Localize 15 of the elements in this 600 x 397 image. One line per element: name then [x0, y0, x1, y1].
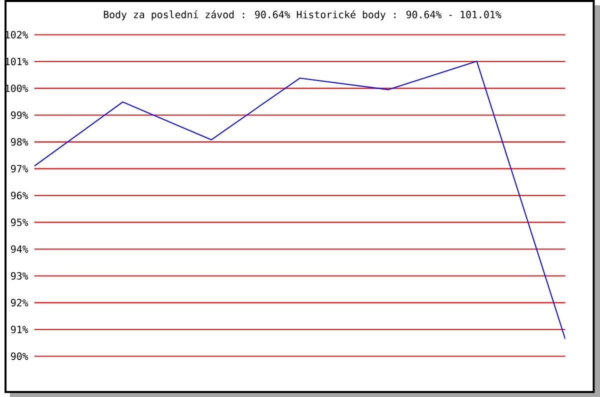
y-tick-label: 95% [11, 218, 28, 226]
line-series [34, 60, 566, 340]
y-tick-label: 98% [11, 138, 28, 146]
y-tick-label: 91% [11, 326, 28, 334]
y-tick-label: 97% [11, 164, 28, 172]
y-tick-label: 90% [11, 352, 28, 360]
y-tick-label: 102% [6, 30, 28, 39]
y-tick-label: 101% [6, 58, 28, 66]
y-tick-label: 100% [6, 84, 28, 92]
y-tick-label: 93% [11, 272, 28, 280]
chart-title: Body za poslední závod : 90.64% Historické body : 90.64% - 101.01% [104, 10, 502, 20]
y-tick-label: 96% [11, 192, 28, 200]
y-tick-label: 92% [11, 298, 28, 306]
y-tick-label: 99% [11, 111, 28, 119]
y-tick-label: 94% [11, 245, 28, 253]
